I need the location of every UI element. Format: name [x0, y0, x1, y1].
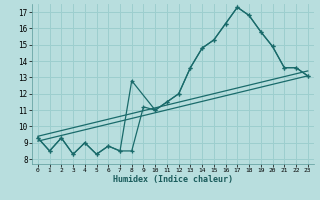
X-axis label: Humidex (Indice chaleur): Humidex (Indice chaleur) — [113, 175, 233, 184]
